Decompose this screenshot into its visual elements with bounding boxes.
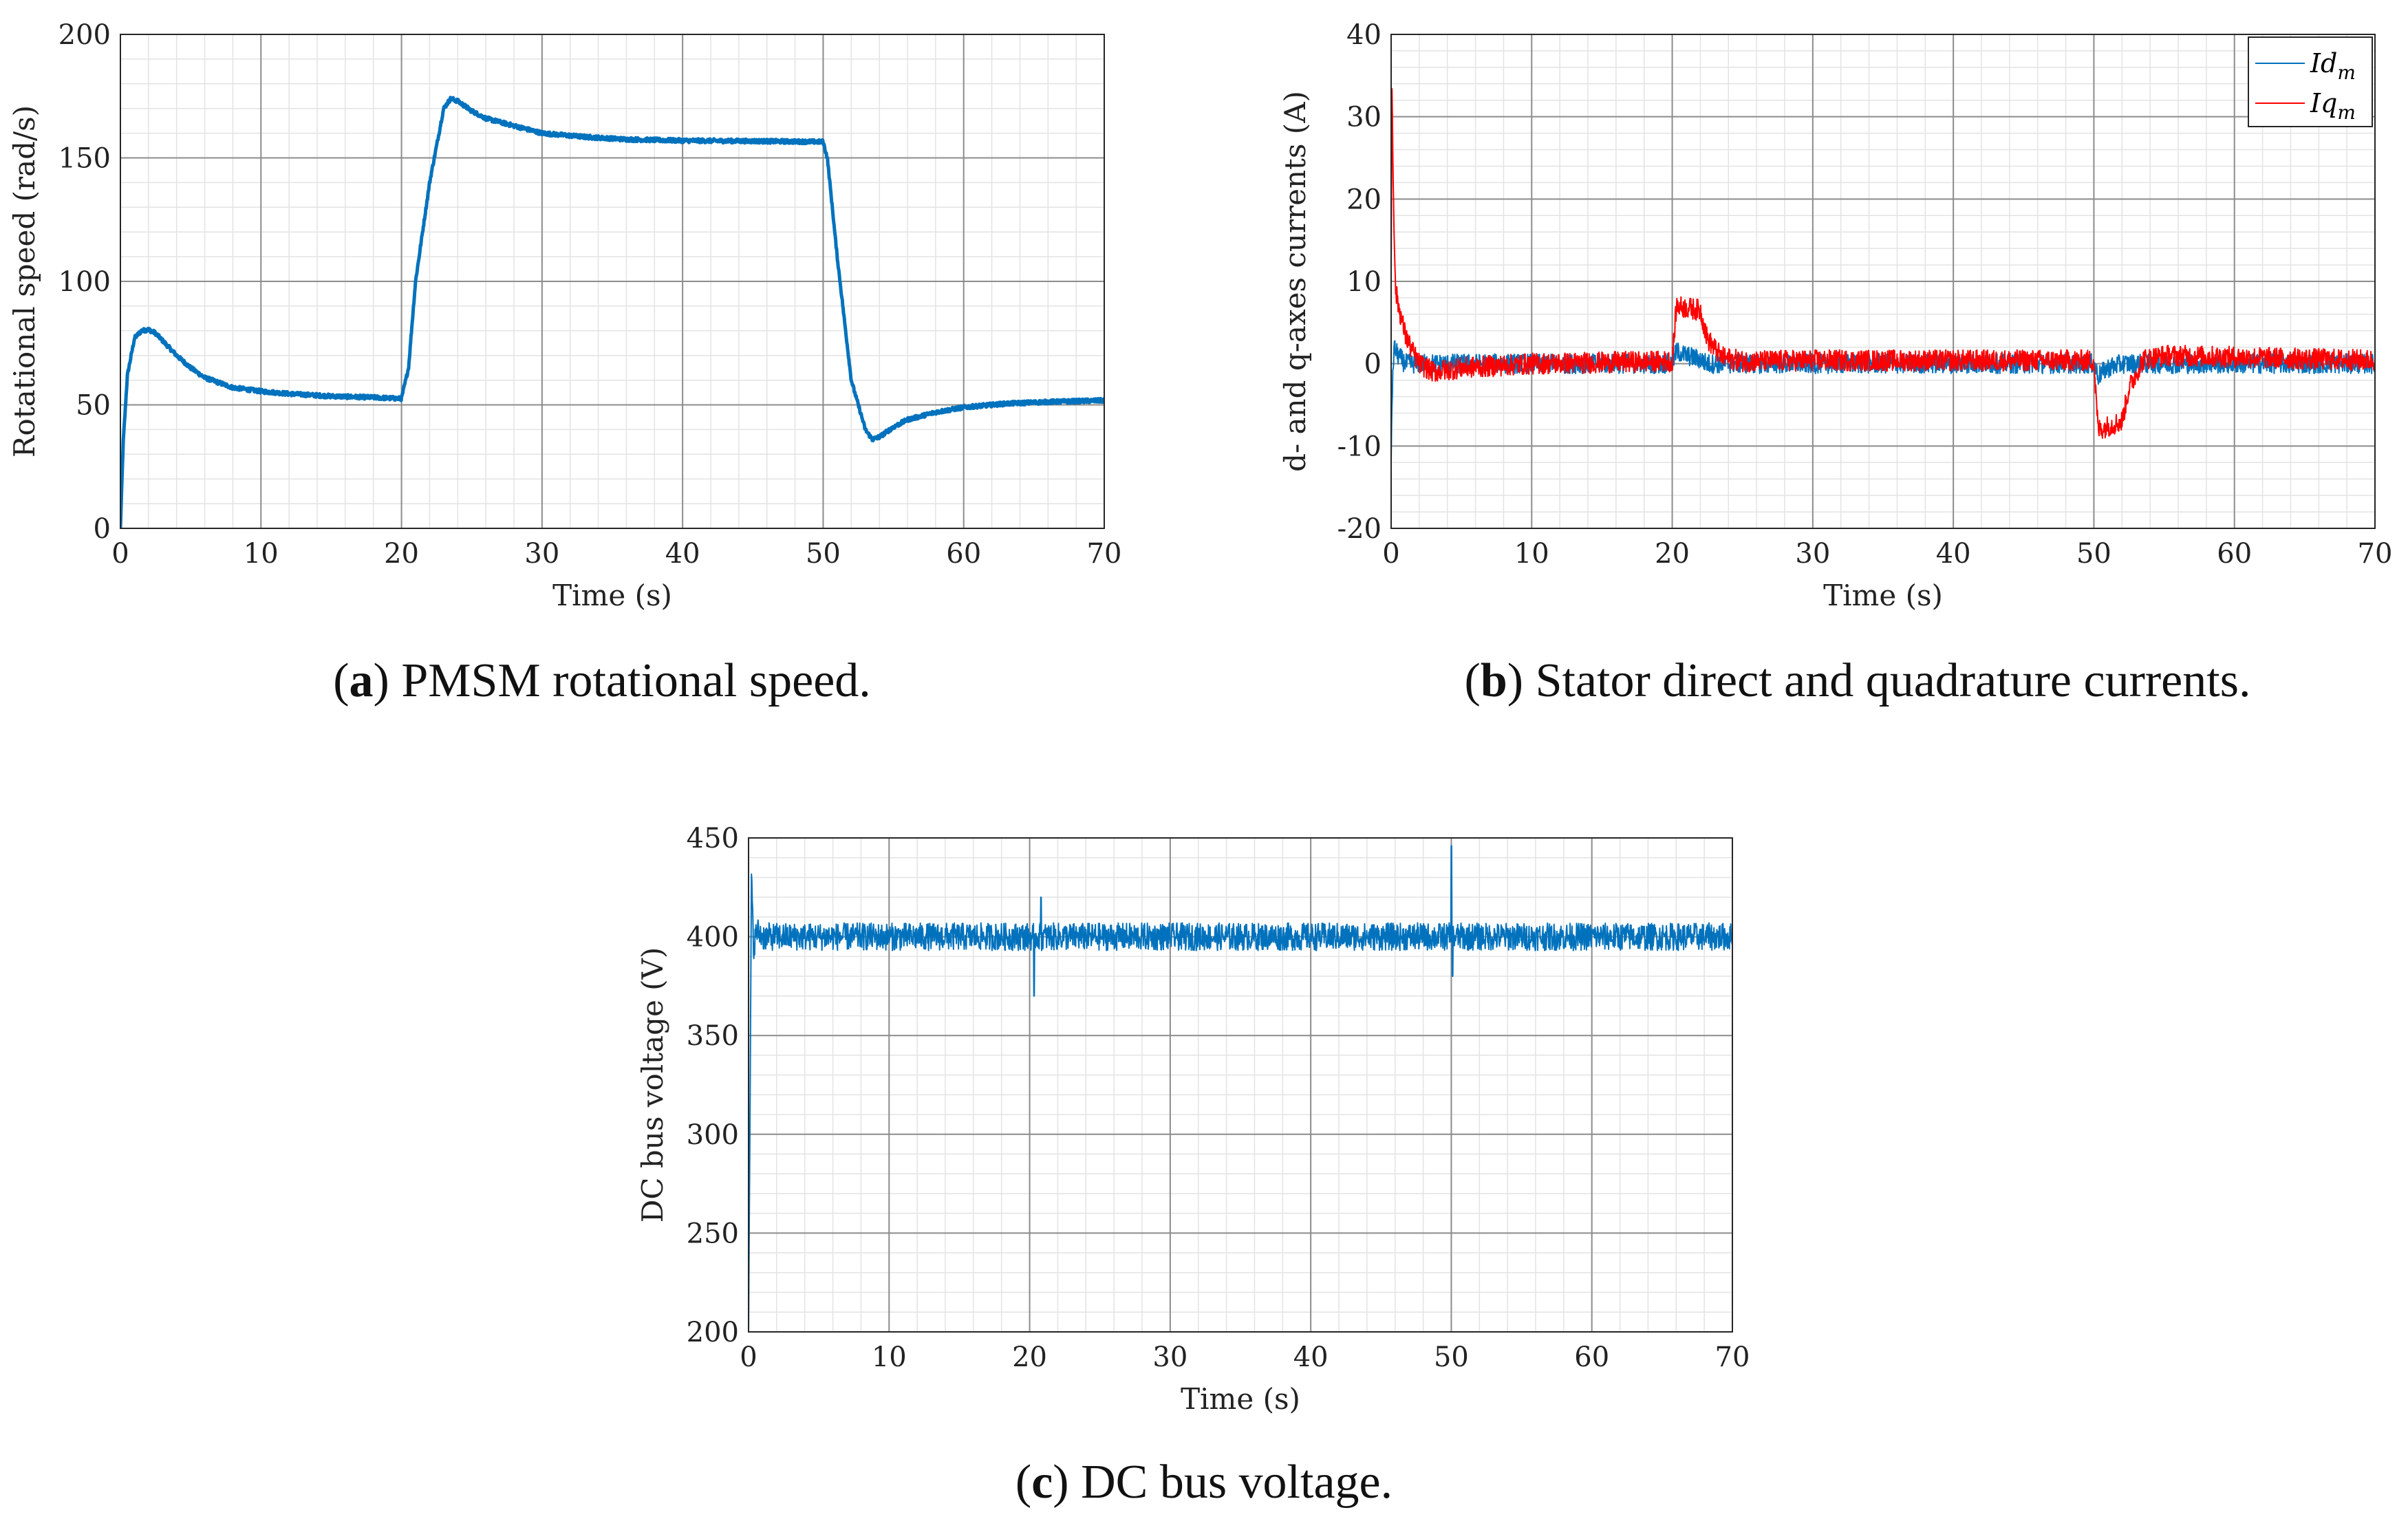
chart-b-xtick-label: 50 — [2076, 538, 2111, 570]
chart-c-ytick-label: 400 — [687, 922, 739, 954]
caption-b: (b) Stator direct and quadrature current… — [1464, 654, 2251, 707]
chart-b-xlabel: Time (s) — [1823, 579, 1943, 612]
chart-b-xtick-label: 10 — [1514, 538, 1549, 570]
chart-b-ytick-label: 40 — [1346, 19, 1382, 51]
chart-b-ylabel: d- and q-axes currents (A) — [1278, 91, 1312, 472]
chart-b-xtick-label: 40 — [1936, 538, 1971, 570]
series-speed — [120, 96, 1104, 528]
chart-a-ylabel: Rotational speed (rad/s) — [8, 105, 41, 457]
chart-b-xtick-label: 20 — [1655, 538, 1690, 570]
chart-a-ytick-label: 150 — [58, 143, 111, 175]
chart-a-xtick-label: 30 — [524, 538, 559, 570]
chart-c-ytick-label: 200 — [687, 1317, 739, 1348]
chart-b-ytick-label: 0 — [1364, 349, 1382, 380]
chart-a-xtick-label: 0 — [111, 538, 129, 570]
chart-a-xlabel: Time (s) — [552, 579, 672, 612]
chart-c-xtick-label: 30 — [1152, 1342, 1187, 1373]
series-vdc — [749, 845, 1732, 1332]
chart-c-ylabel: DC bus voltage (V) — [636, 947, 669, 1223]
chart-c-xtick-label: 20 — [1012, 1342, 1047, 1373]
legend-label-iqm: Iqm — [2310, 88, 2356, 124]
chart-a-ytick-label: 200 — [58, 19, 111, 51]
chart-c-xtick-label: 60 — [1574, 1342, 1609, 1373]
chart-c-xtick-label: 10 — [872, 1342, 907, 1373]
chart-a-ytick-label: 50 — [76, 390, 111, 422]
chart-a-xtick-label: 20 — [384, 538, 419, 570]
chart-b-ytick-label: -10 — [1337, 431, 1382, 462]
caption-c: (c) DC bus voltage. — [1015, 1456, 1393, 1509]
chart-b-xtick-label: 60 — [2217, 538, 2252, 570]
chart-a-xtick-label: 70 — [1087, 538, 1122, 570]
chart-a-xtick-label: 50 — [806, 538, 841, 570]
chart-b-ytick-label: -20 — [1337, 513, 1382, 545]
chart-c-ytick-label: 300 — [687, 1119, 739, 1151]
chart-a-xtick-label: 10 — [244, 538, 279, 570]
chart-c-ytick-label: 450 — [687, 823, 739, 854]
chart-a-ytick-label: 100 — [58, 266, 111, 298]
chart-c-xlabel: Time (s) — [1181, 1382, 1300, 1416]
chart-b-xtick-label: 30 — [1795, 538, 1830, 570]
chart-c-xtick-label: 50 — [1434, 1342, 1469, 1373]
caption-a: (a) PMSM rotational speed. — [333, 654, 871, 707]
chart-c-xtick-label: 40 — [1293, 1342, 1329, 1373]
chart-b-ytick-label: 20 — [1346, 184, 1382, 215]
chart-a-xtick-label: 60 — [946, 538, 981, 570]
chart-c-dc-bus-voltage: 0 10 20 30 40 50 60 70 200 250 300 350 400 450 Time (… — [636, 823, 1750, 1416]
chart-c-xtick-label: 0 — [740, 1342, 757, 1373]
chart-b-xtick-label: 0 — [1382, 538, 1399, 570]
series-iqm — [1391, 88, 2375, 439]
chart-b-ytick-label: 10 — [1346, 266, 1382, 298]
chart-b-xtick-label: 70 — [2358, 538, 2393, 570]
chart-c-ytick-label: 350 — [687, 1020, 739, 1052]
chart-b-legend: Idm Iqm — [2248, 36, 2373, 127]
legend-label-idm: Idm — [2310, 48, 2356, 84]
chart-c-ytick-label: 250 — [687, 1218, 739, 1249]
chart-a-ytick-label: 0 — [94, 513, 111, 545]
chart-a-rotational-speed: 0 10 20 30 40 50 60 70 0 50 100 150 200 Time (s) Rot… — [8, 19, 1121, 612]
chart-a-xtick-label: 40 — [665, 538, 700, 570]
chart-c-xtick-label: 70 — [1715, 1342, 1750, 1373]
chart-b-ytick-label: 30 — [1346, 102, 1382, 133]
